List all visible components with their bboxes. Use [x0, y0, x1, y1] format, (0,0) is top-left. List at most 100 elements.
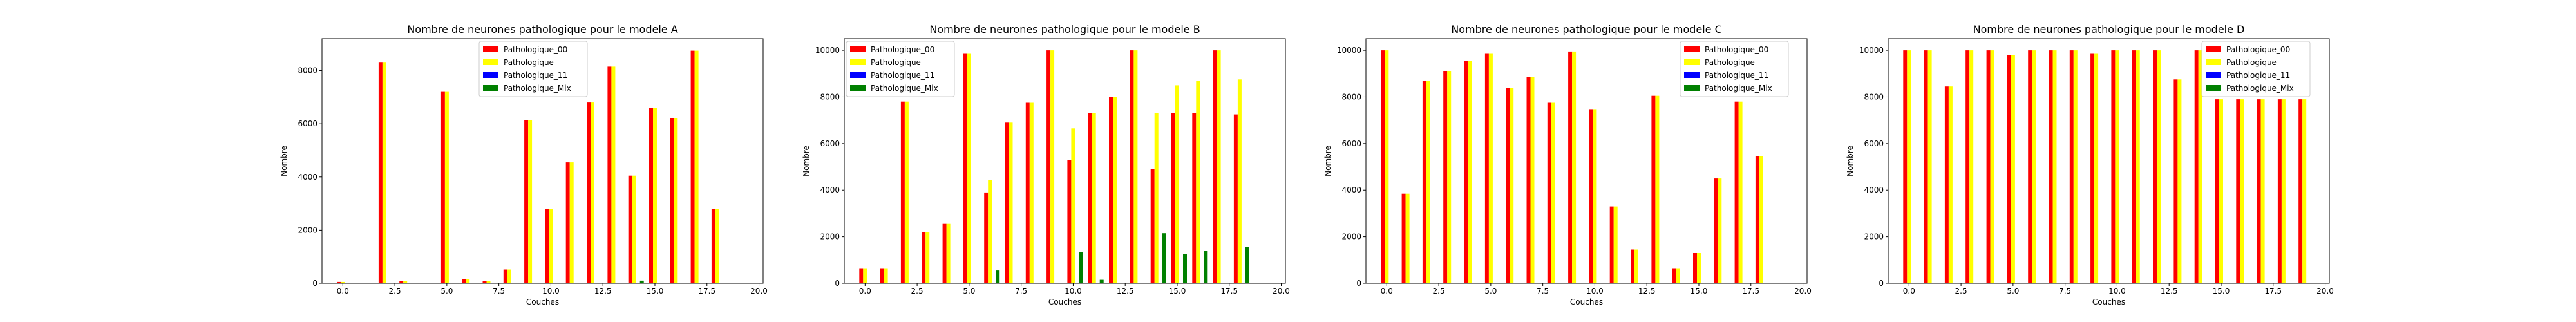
- bar-pathologique_00-7: [1005, 122, 1009, 283]
- bar-pathologique_00-6: [2028, 50, 2032, 283]
- bar-pathologique-9: [2094, 53, 2099, 283]
- legend-label: Pathologique_Mix: [504, 84, 571, 93]
- bar-pathologique_mix-10: [1079, 252, 1083, 283]
- x-tick-label: 2.5: [1955, 287, 1967, 296]
- bar-pathologique_00-10: [2111, 50, 2116, 283]
- y-tick-label: 10000: [1859, 46, 1884, 55]
- bar-pathologique-14: [2198, 50, 2202, 283]
- bar-pathologique-11: [2136, 50, 2140, 283]
- bar-pathologique-4: [946, 223, 951, 283]
- bar-pathologique-7: [1009, 122, 1013, 283]
- bar-pathologique_00-18: [1755, 156, 1759, 283]
- bar-pathologique_mix-14: [639, 280, 644, 283]
- chart-title: Nombre de neurones pathologique pour le …: [407, 23, 677, 35]
- bar-pathologique_00-17: [1213, 50, 1217, 283]
- bar-pathologique_00-6: [462, 279, 466, 283]
- bar-pathologique_00-0: [1903, 50, 1908, 283]
- legend-label: Pathologique: [2226, 58, 2277, 67]
- legend-label: Pathologique_00: [2226, 45, 2290, 54]
- bar-pathologique-17: [694, 50, 699, 283]
- bar-pathologique_00-9: [2090, 53, 2095, 283]
- bar-pathologique-17: [1217, 50, 1221, 283]
- bar-pathologique_00-12: [2153, 50, 2157, 283]
- x-tick-label: 2.5: [389, 287, 401, 296]
- bar-pathologique_00-16: [1192, 113, 1197, 284]
- bar-pathologique_mix-6: [996, 270, 1000, 283]
- bar-pathologique-12: [1113, 97, 1117, 283]
- x-axis-label: Couches: [1570, 298, 1603, 307]
- y-tick-label: 2000: [1341, 232, 1361, 242]
- y-tick-label: 6000: [298, 119, 317, 128]
- legend: Pathologique_00 Pathologique Pathologique_…: [1680, 41, 1789, 97]
- legend: Pathologique_00 Pathologique Pathologique_…: [2201, 41, 2311, 97]
- bar-pathologique_00-9: [1046, 50, 1051, 283]
- bar-pathologique-11: [569, 162, 574, 283]
- x-tick-label: 15.0: [1169, 287, 1186, 296]
- bar-pathologique_00-10: [1589, 109, 1593, 283]
- y-tick-label: 10000: [1337, 46, 1361, 55]
- bar-pathologique_00-2: [378, 62, 383, 283]
- bar-pathologique-13: [1133, 50, 1138, 283]
- bar-pathologique_00-8: [1025, 102, 1030, 283]
- legend: Pathologique_00 Pathologique Pathologique_…: [846, 41, 955, 97]
- bar-pathologique-8: [2073, 50, 2078, 283]
- bar-pathologique-14: [1154, 113, 1159, 284]
- bar-pathologique_00-4: [942, 223, 947, 283]
- bar-pathologique_00-15: [649, 108, 653, 283]
- bar-pathologique-10: [549, 209, 553, 283]
- x-tick-label: 5.0: [2007, 287, 2019, 296]
- bar-pathologique_00-9: [1568, 51, 1573, 284]
- legend: Pathologique_00 Pathologique Pathologique_…: [478, 41, 588, 97]
- bar-pathologique-16: [1196, 80, 1200, 283]
- x-tick-label: 12.5: [1638, 287, 1656, 296]
- legend-swatch: [483, 59, 498, 65]
- bar-pathologique-18: [1759, 156, 1763, 283]
- bar-pathologique_00-10: [545, 209, 549, 283]
- bar-pathologique_00-12: [1631, 249, 1634, 283]
- legend-box: [2201, 41, 2311, 97]
- bar-pathologique-19: [2302, 99, 2307, 283]
- bar-pathologique_00-9: [524, 120, 529, 283]
- bar-pathologique_00-5: [2007, 55, 2011, 284]
- y-tick-label: 8000: [820, 92, 840, 101]
- bar-pathologique_00-13: [1130, 50, 1134, 283]
- bar-pathologique_00-8: [1547, 102, 1551, 283]
- chart-d: 0.0 2.5 5.0 7.5 10.0 12.5 15.0 17.5 20.0 0 2000 400…: [1846, 23, 2334, 307]
- bar-pathologique_mix-16: [1204, 251, 1208, 283]
- bar-pathologique-15: [653, 108, 657, 283]
- bar-pathologique_00-1: [1924, 50, 1928, 283]
- x-tick-label: 12.5: [1117, 287, 1134, 296]
- chart-title: Nombre de neurones pathologique pour le …: [1973, 23, 2245, 35]
- x-tick-label: 20.0: [2316, 287, 2334, 296]
- bar-pathologique-13: [1655, 95, 1660, 283]
- legend-label: Pathologique: [871, 58, 921, 67]
- bar-pathologique_00-5: [963, 53, 967, 283]
- y-tick-label: 2000: [1864, 232, 1884, 242]
- y-tick-label: 10000: [815, 46, 840, 55]
- x-axis-label: Couches: [526, 298, 559, 307]
- bar-pathologique-7: [1530, 77, 1535, 283]
- bar-pathologique-17: [1738, 101, 1743, 283]
- x-tick-label: 17.5: [698, 287, 715, 296]
- bar-pathologique_00-11: [1088, 113, 1092, 284]
- bar-pathologique-6: [466, 279, 470, 283]
- x-tick-label: 20.0: [1273, 287, 1290, 296]
- bar-pathologique-6: [988, 180, 992, 283]
- bar-pathologique-8: [1029, 102, 1034, 283]
- bar-pathologique_00-17: [1734, 101, 1739, 283]
- bar-pathologique-5: [444, 91, 449, 283]
- bar-pathologique_00-15: [1171, 113, 1175, 284]
- x-axis-label: Couches: [1048, 298, 1081, 307]
- bar-pathologique-18: [2281, 99, 2286, 283]
- bar-pathologique-9: [1572, 51, 1577, 284]
- bar-pathologique-8: [1551, 102, 1555, 283]
- bar-pathologique-13: [2177, 79, 2182, 284]
- bar-pathologique-1: [1405, 193, 1410, 283]
- bar-pathologique_00-19: [2298, 99, 2303, 283]
- bar-pathologique_00-0: [337, 281, 341, 283]
- bar-pathologique-4: [1990, 50, 1994, 283]
- bar-pathologique-5: [967, 53, 971, 283]
- chart-title: Nombre de neurones pathologique pour le …: [1451, 23, 1722, 35]
- bar-pathologique-0: [1385, 50, 1389, 283]
- bar-pathologique-1: [1927, 50, 1932, 283]
